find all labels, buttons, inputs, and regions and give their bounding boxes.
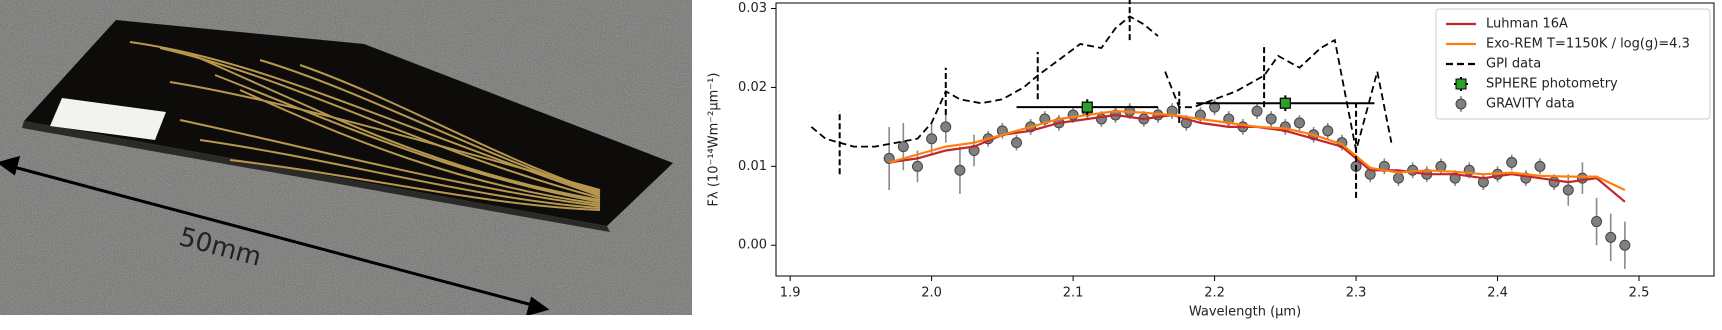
y-axis-label: Fλ (10⁻¹⁴Wm⁻²μm⁻¹) [707, 73, 722, 207]
x-tick-label: 2.1 [1063, 286, 1084, 301]
point [954, 164, 966, 176]
legend-swatch [1455, 98, 1467, 110]
point [1534, 160, 1546, 172]
legend-label: GRAVITY data [1486, 97, 1575, 112]
point [1293, 117, 1305, 129]
x-tick-label: 2.5 [1629, 286, 1650, 301]
legend-label: GPI data [1486, 57, 1541, 72]
x-tick-label: 2.2 [1204, 286, 1225, 301]
point [1393, 172, 1405, 184]
point [1081, 101, 1093, 113]
point [1562, 184, 1574, 196]
legend-label: SPHERE photometry [1486, 77, 1618, 92]
scale-arrow [0, 155, 550, 315]
legend-label: Exo-REM T=1150K / log(g)=4.3 [1486, 37, 1690, 52]
point [1251, 105, 1263, 117]
point [1605, 231, 1617, 243]
y-tick-label: 0.03 [738, 1, 767, 16]
point [897, 141, 909, 153]
point [1265, 113, 1277, 125]
series-line [888, 109, 1626, 191]
y-tick-label: 0.00 [738, 238, 767, 253]
point [1591, 216, 1603, 228]
x-tick-label: 2.3 [1346, 286, 1367, 301]
point [1011, 137, 1023, 149]
legend-swatch [1455, 78, 1467, 90]
x-tick-label: 2.0 [921, 286, 942, 301]
x-tick-label: 1.9 [780, 286, 801, 301]
x-tick-label: 2.4 [1487, 286, 1508, 301]
point [1322, 125, 1334, 137]
photo: 50mm [0, 0, 692, 315]
legend-box [1435, 8, 1711, 120]
y-tick-label: 0.01 [738, 159, 767, 174]
legend-label: Luhman 16A [1486, 17, 1568, 32]
point [911, 160, 923, 172]
point [1619, 239, 1631, 251]
y-tick-label: 0.02 [738, 80, 767, 95]
point [940, 121, 952, 133]
point [1279, 97, 1291, 109]
x-axis-label: Wavelength (μm) [1189, 305, 1301, 320]
point [926, 133, 938, 145]
point [1506, 156, 1518, 168]
label-patch [50, 98, 166, 140]
waveguides [129, 41, 601, 211]
point [1209, 101, 1221, 113]
